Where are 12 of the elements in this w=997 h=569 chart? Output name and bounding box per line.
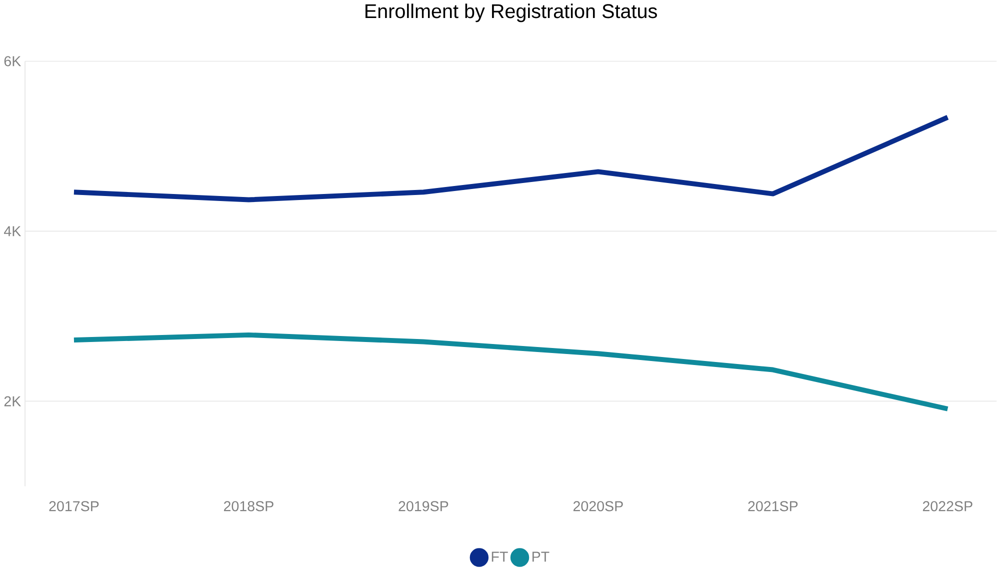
x-tick-label: 2019SP [398, 501, 448, 512]
chart-title: Enrollment by Registration Status [366, 4, 657, 22]
y-tick-label: 6K [4, 56, 21, 66]
y-tick-label: 2K [4, 396, 21, 406]
x-tick-label: 2018SP [224, 501, 274, 512]
x-tick-label: 2020SP [573, 501, 623, 512]
x-tick-label: 2022SP [922, 501, 972, 512]
legend-label: FT [492, 552, 508, 562]
x-tick-label: 2021SP [748, 501, 798, 512]
x-tick-label: 2017SP [49, 501, 99, 512]
y-tick-label: 4K [4, 226, 21, 236]
legend-label: PT [532, 552, 550, 562]
